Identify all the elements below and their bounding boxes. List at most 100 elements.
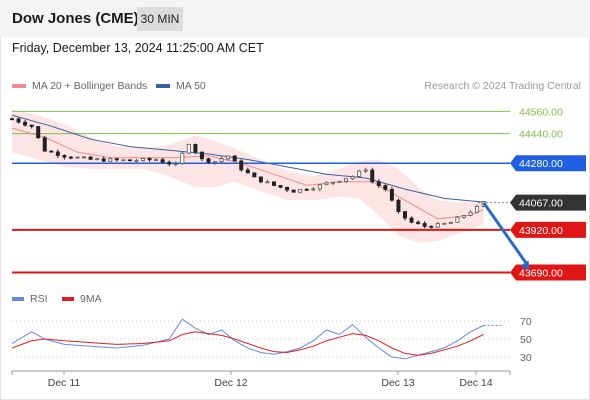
candle-body — [271, 181, 276, 186]
candle-body — [337, 180, 342, 183]
candle-body — [134, 160, 139, 162]
x-tick-label: Dec 13 — [381, 377, 414, 389]
candle-body — [226, 155, 231, 160]
candle-body — [389, 189, 394, 201]
candle-body — [23, 121, 28, 126]
candle-body — [475, 205, 480, 213]
legend-ma50: MA 50 — [156, 80, 206, 92]
candle-body — [363, 169, 368, 172]
candle-body — [160, 159, 165, 163]
candle-body — [258, 176, 263, 183]
candle-body — [245, 169, 250, 174]
legend-swatch-icon — [12, 297, 24, 302]
legend-ma50-label: MA 50 — [176, 80, 206, 92]
candle-body — [114, 158, 119, 161]
candle-body — [324, 182, 329, 186]
candle-body — [435, 223, 440, 228]
candle-body — [291, 189, 296, 193]
candle-body — [311, 188, 316, 191]
candle-body — [186, 144, 191, 154]
rsi-line — [11, 318, 484, 360]
level-label: 44280.00 — [519, 158, 563, 170]
candle-body — [219, 158, 224, 162]
candle-body — [402, 211, 407, 219]
candle-body — [140, 158, 145, 161]
level-label-box — [510, 194, 586, 211]
x-tick-label: Dec 14 — [459, 377, 492, 389]
level-label-box — [510, 221, 586, 238]
legend-swatch-icon — [62, 297, 74, 302]
x-tick-label: Dec 12 — [214, 377, 247, 389]
copyright-note: Research © 2024 Trading Central — [424, 80, 581, 92]
projection-arrow-shaft — [482, 201, 528, 265]
x-tick-label: Dec 11 — [48, 377, 81, 389]
candle-body — [42, 137, 47, 152]
legend-ma-bb-label: MA 20 + Bollinger Bands — [32, 80, 148, 92]
legend-swatch-icon — [156, 84, 170, 89]
legend-ma9: 9MA — [62, 293, 102, 305]
level-label: 44067.00 — [519, 198, 563, 210]
candle-body — [455, 216, 460, 223]
candle-body — [357, 170, 362, 177]
candle-body — [429, 225, 434, 228]
candle-body — [95, 158, 100, 161]
candle-body — [422, 223, 427, 227]
candle-body — [68, 156, 73, 159]
level-label-box — [510, 155, 586, 172]
candle-body — [127, 159, 132, 162]
candle-body — [88, 156, 93, 160]
candle-body — [383, 185, 388, 190]
candle-body — [409, 217, 414, 223]
level-label: 44560.00 — [519, 106, 563, 118]
candle-body — [75, 156, 80, 159]
level-label: 43690.00 — [519, 267, 563, 279]
candle-body — [461, 215, 466, 218]
instrument-title: Dow Jones (CME) — [12, 10, 139, 27]
candle-body — [416, 221, 421, 224]
candle-body — [370, 169, 375, 183]
candle-body — [49, 150, 54, 153]
candle-body — [239, 160, 244, 171]
candle-body — [180, 152, 185, 164]
candle-body — [330, 181, 335, 184]
candle-body — [193, 144, 198, 153]
candle-body — [285, 186, 290, 191]
candle-body — [121, 159, 126, 162]
candle-body — [278, 185, 283, 188]
candle-body — [252, 172, 257, 178]
candle-body — [29, 124, 34, 127]
legend-ma-bb: MA 20 + Bollinger Bands — [12, 80, 147, 92]
candle-body — [396, 199, 401, 212]
level-label: 44440.00 — [519, 129, 563, 141]
rsi-tick-label: 50 — [520, 334, 532, 346]
candle-body — [376, 181, 381, 186]
candle-body — [16, 118, 21, 123]
legend-rsi: RSI — [12, 293, 48, 305]
timestamp: Friday, December 13, 2024 11:25:00 AM CE… — [12, 41, 264, 55]
candle-body — [317, 184, 322, 190]
ma50-line — [11, 114, 484, 203]
header-bar — [0, 0, 590, 37]
candle-body — [154, 159, 159, 162]
rsi-tick-label: 70 — [520, 316, 532, 328]
candle-body — [199, 151, 204, 160]
candle-body — [36, 126, 41, 139]
timeframe-button[interactable]: 30 MIN — [137, 7, 183, 31]
level-label: 43920.00 — [519, 225, 563, 237]
candle-body — [55, 151, 60, 156]
candle-body — [298, 188, 303, 193]
candle-body — [350, 175, 355, 180]
rsi-tick-label: 30 — [520, 352, 532, 364]
candle-body — [344, 178, 349, 182]
legend-ma9-label: 9MA — [80, 293, 102, 305]
candle-body — [147, 158, 152, 161]
candle-body — [468, 211, 473, 216]
candle-body — [167, 161, 172, 165]
candle-body — [265, 181, 270, 184]
candle-body — [108, 158, 113, 162]
candle-body — [9, 118, 14, 121]
candle-body — [206, 158, 211, 163]
projection-arrow-head-icon — [520, 260, 530, 271]
legend-swatch-icon — [12, 84, 26, 89]
